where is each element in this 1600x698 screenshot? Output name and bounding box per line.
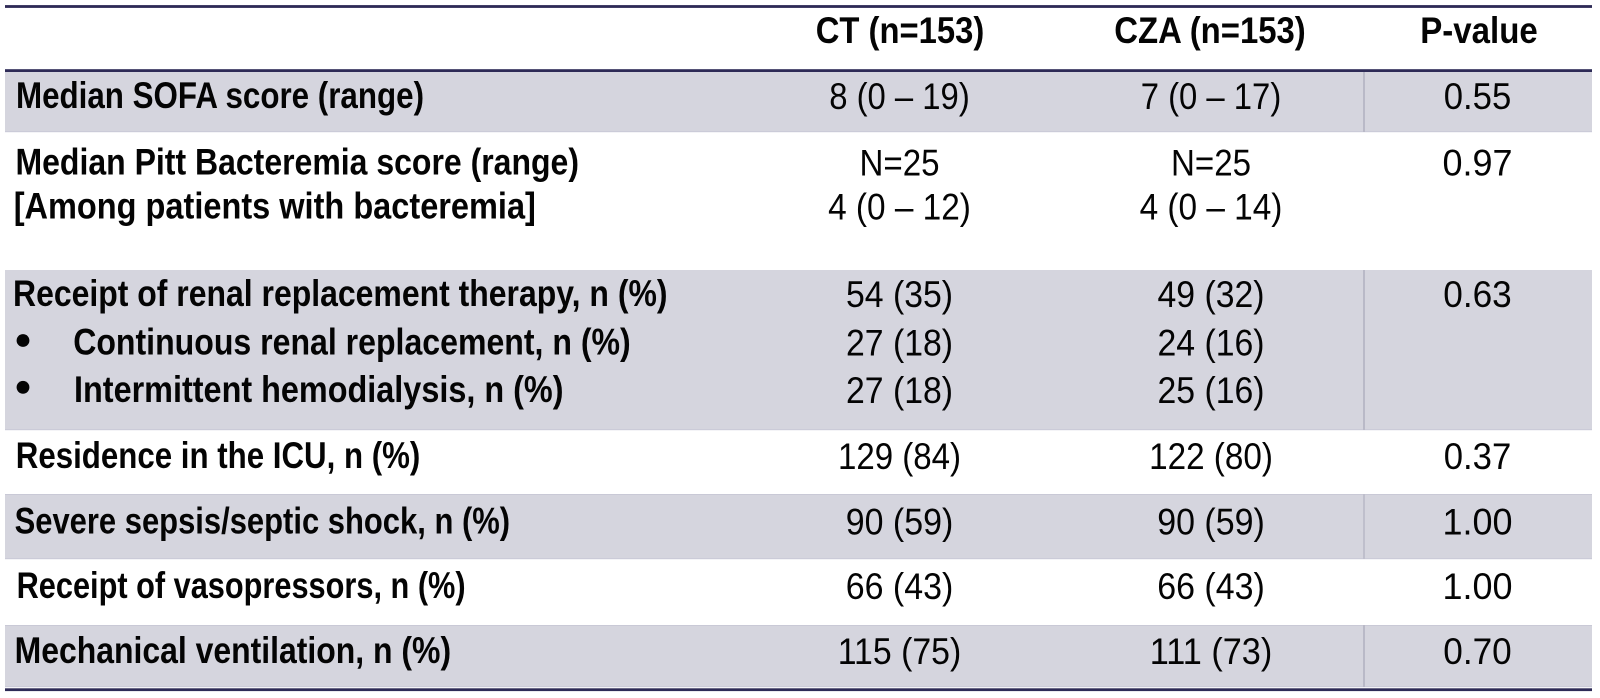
svg-text:Severe sepsis/septic shock, n: Severe sepsis/septic shock, n (%) [15,501,511,542]
svg-text:1.00: 1.00 [1443,502,1513,543]
svg-text:0.55: 0.55 [1444,76,1512,117]
svg-text:Continuous renal replacement,: Continuous renal replacement, n (%) [73,322,631,363]
svg-text:Intermittent hemodialysis, n (: Intermittent hemodialysis, n (%) [74,369,564,410]
svg-text:90 (59): 90 (59) [846,502,954,543]
svg-text:111 (73): 111 (73) [1150,631,1273,672]
svg-text:4 (0 – 14): 4 (0 – 14) [1140,186,1283,227]
svg-text:66 (43): 66 (43) [1157,566,1265,607]
svg-text:[Among patients with bacteremi: [Among patients with bacteremia] [14,185,536,226]
svg-text:122 (80): 122 (80) [1149,436,1273,477]
svg-text:0.70: 0.70 [1443,631,1512,672]
svg-text:0.97: 0.97 [1443,142,1513,183]
svg-text:24 (16): 24 (16) [1158,323,1265,364]
svg-text:90 (59): 90 (59) [1157,502,1265,543]
svg-text:4 (0 – 12): 4 (0 – 12) [828,186,971,227]
svg-text:115 (75): 115 (75) [838,631,962,672]
svg-text:0.37: 0.37 [1444,436,1512,477]
svg-text:Median SOFA score (range): Median SOFA score (range) [16,75,424,116]
svg-text:1.00: 1.00 [1443,566,1513,607]
svg-text:CT (n=153): CT (n=153) [816,10,985,51]
svg-text:8 (0 – 19): 8 (0 – 19) [829,76,970,117]
svg-text:27 (18): 27 (18) [846,370,953,411]
svg-text:N=25: N=25 [860,142,940,183]
svg-text:P-value: P-value [1420,10,1538,51]
svg-text:129 (84): 129 (84) [838,436,961,477]
svg-text:Receipt of renal replacement t: Receipt of renal replacement therapy, n … [13,273,668,314]
svg-text:Median Pitt Bacteremia score (: Median Pitt Bacteremia score (range) [16,141,580,182]
svg-text:Receipt of vasopressors, n (%): Receipt of vasopressors, n (%) [17,565,466,606]
svg-text:Residence in the ICU, n (%): Residence in the ICU, n (%) [16,435,421,476]
svg-text:N=25: N=25 [1171,142,1251,183]
svg-text:7 (0 – 17): 7 (0 – 17) [1141,76,1282,117]
svg-text:Mechanical ventilation, n (%): Mechanical ventilation, n (%) [15,630,452,671]
svg-text:25 (16): 25 (16) [1158,370,1265,411]
svg-text:54 (35): 54 (35) [846,274,953,315]
svg-text:27 (18): 27 (18) [846,323,953,364]
svg-text:CZA (n=153): CZA (n=153) [1114,10,1306,51]
svg-text:66 (43): 66 (43) [846,566,954,607]
svg-text:0.63: 0.63 [1443,274,1512,315]
svg-text:49 (32): 49 (32) [1158,274,1265,315]
